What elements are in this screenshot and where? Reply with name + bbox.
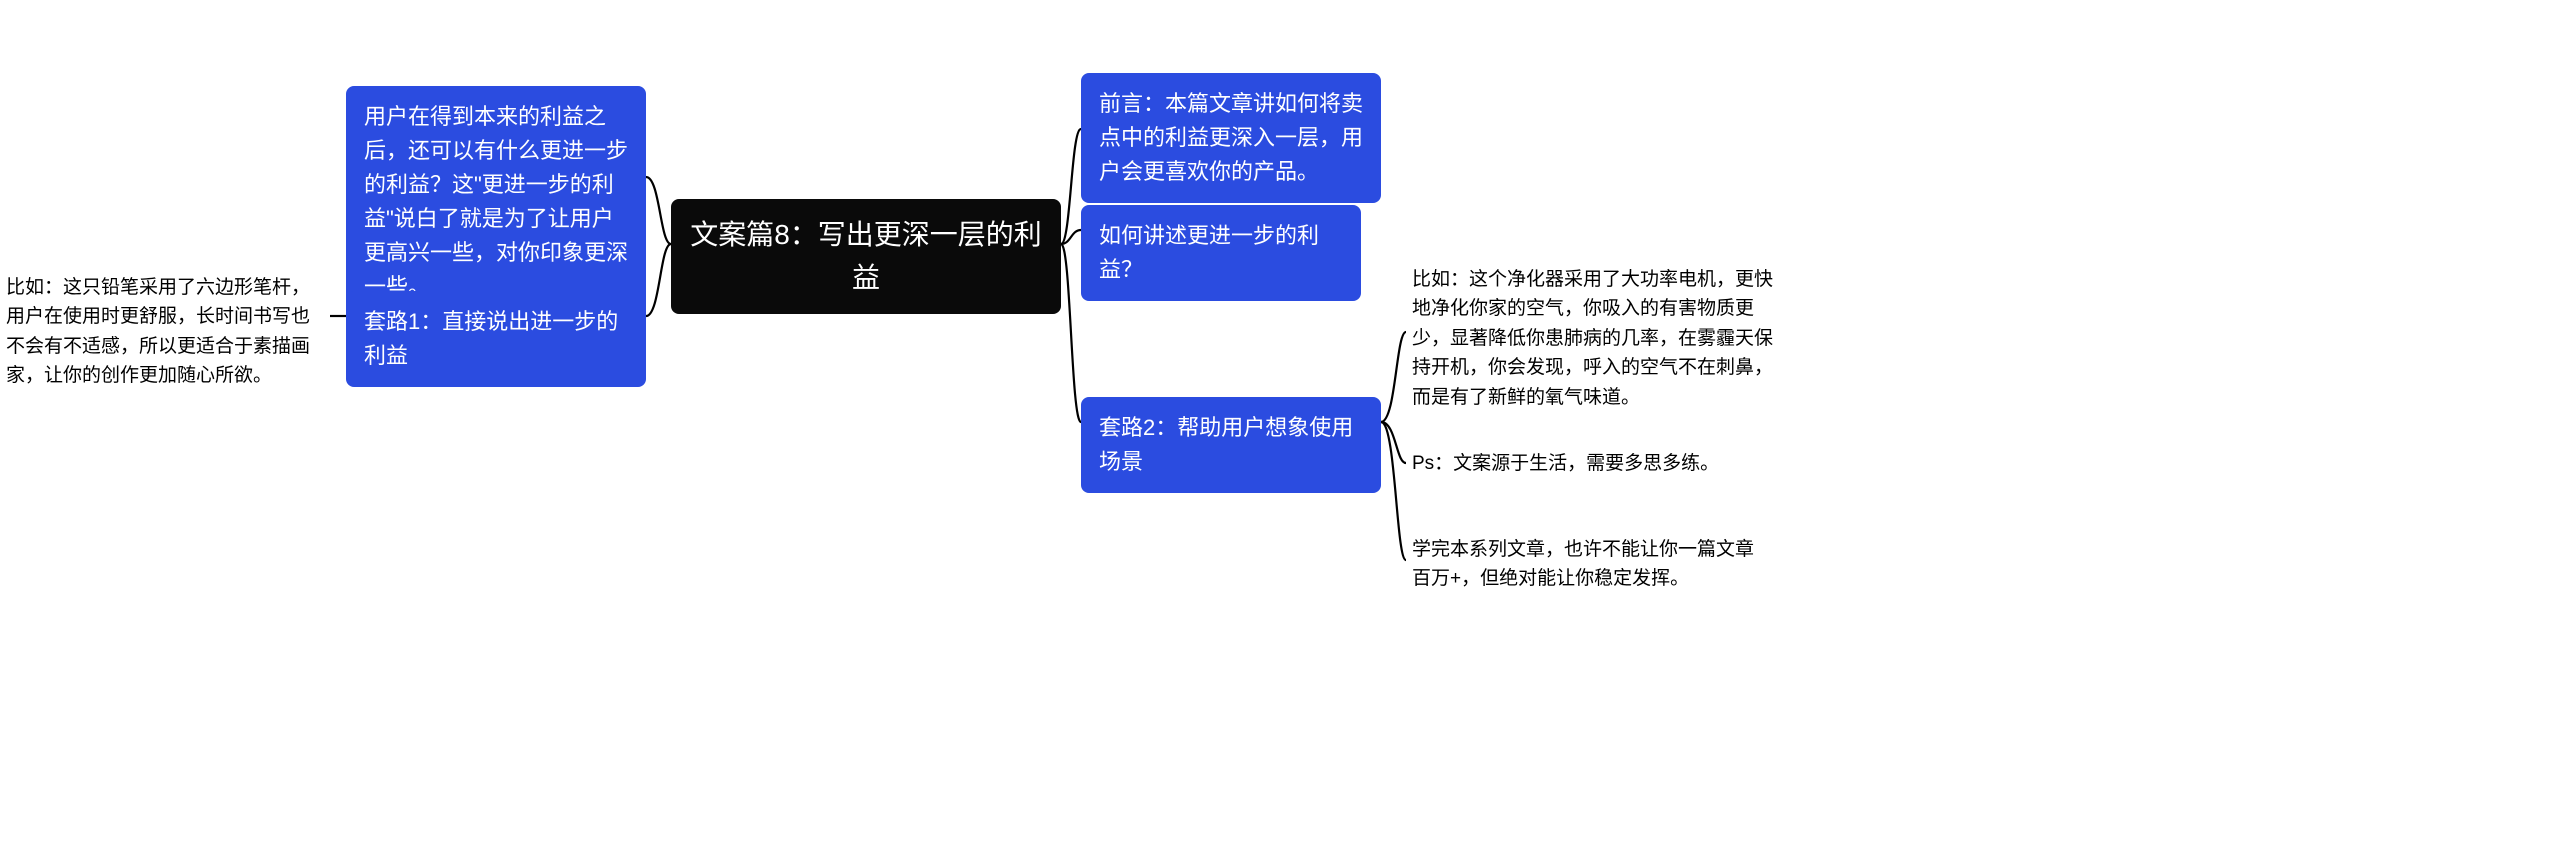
connector-path [1381,422,1406,560]
right-preface[interactable]: 前言：本篇文章讲如何将卖点中的利益更深入一层，用户会更喜欢你的产品。 [1081,73,1381,203]
connector-path [646,244,671,316]
right-ps: Ps：文案源于生活，需要多思多练。 [1406,449,1736,478]
right-taolu2-example: 比如：这个净化器采用了大功率电机，更快地净化你家的空气，你吸入的有害物质更少，显… [1406,265,1786,412]
connector-path [646,177,671,244]
left-benefit-description[interactable]: 用户在得到本来的利益之后，还可以有什么更进一步的利益？这"更进一步的利益"说白了… [346,86,646,319]
connector-path [1061,129,1081,244]
left-taolu1[interactable]: 套路1：直接说出进一步的利益 [346,291,646,387]
right-taolu2[interactable]: 套路2：帮助用户想象使用场景 [1081,397,1381,493]
left-taolu1-example: 比如：这只铅笔采用了六边形笔杆，用户在使用时更舒服，长时间书写也不会有不适感，所… [0,273,330,391]
connector-path [1061,244,1081,422]
right-closing: 学完本系列文章，也许不能让你一篇文章百万+，但绝对能让你稳定发挥。 [1406,535,1766,594]
right-howto[interactable]: 如何讲述更进一步的利益？ [1081,205,1361,301]
root-node[interactable]: 文案篇8：写出更深一层的利益 [671,199,1061,314]
connector-path [1381,422,1406,463]
mindmap-canvas: 文案篇8：写出更深一层的利益 用户在得到本来的利益之后，还可以有什么更进一步的利… [0,0,2560,867]
connector-path [1061,230,1081,244]
connector-path [1381,332,1406,422]
